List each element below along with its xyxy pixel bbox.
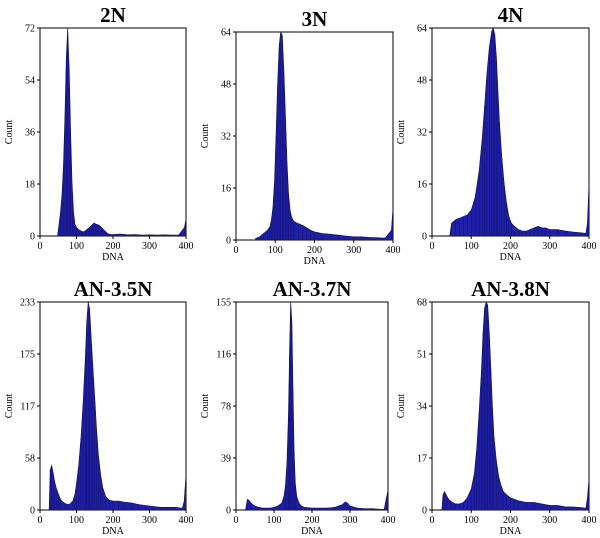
- x-axis-label: DNA: [500, 252, 522, 263]
- y-tick-label: 0: [422, 232, 427, 243]
- plot-frame: [39, 301, 187, 511]
- y-axis-label: Count: [4, 120, 15, 145]
- plot-frame: [431, 301, 590, 511]
- y-tick-label: 0: [226, 506, 231, 517]
- x-tick-label: 400: [179, 515, 194, 526]
- y-axis-label: Count: [4, 394, 15, 419]
- chart-title: AN-3.5N: [74, 277, 153, 301]
- chart-title: 3N: [302, 7, 328, 31]
- x-tick-label: 300: [542, 241, 557, 252]
- y-tick-label: 17: [417, 454, 427, 465]
- y-tick-label: 34: [417, 402, 427, 413]
- x-tick-label: 300: [142, 515, 157, 526]
- x-tick-label: 0: [430, 515, 435, 526]
- x-tick-label: 400: [381, 515, 396, 526]
- x-tick-label: 200: [503, 515, 518, 526]
- x-tick-label: 300: [346, 245, 361, 256]
- chart-panel-3: 0 16 32 48 64 0 100 200 300 400 DNA Count 4N: [396, 3, 597, 263]
- x-tick-label: 100: [464, 241, 479, 252]
- data-layer: [48, 302, 186, 510]
- data-layer: [441, 302, 589, 510]
- x-tick-label: 300: [343, 515, 358, 526]
- x-tick-label: 200: [307, 245, 322, 256]
- chart-panel-1: 0 18 36 54 72 0 100 200 300 400 DNA Count 2N: [4, 3, 194, 263]
- x-tick-label: 0: [38, 515, 43, 526]
- y-tick-label: 0: [422, 506, 427, 517]
- data-layer: [245, 302, 388, 510]
- data-layer: [57, 28, 186, 236]
- y-tick-label: 54: [25, 76, 35, 87]
- plot-frame: [235, 301, 389, 511]
- chart-panel-4: 0 58 117 175 233 0 100 200 300 400 DNA Count AN-3.5N: [4, 277, 194, 537]
- x-tick-label: 100: [69, 515, 84, 526]
- y-tick-label: 68: [417, 298, 427, 309]
- x-axis-label: DNA: [301, 526, 323, 537]
- y-axis-label: Count: [396, 120, 407, 145]
- histogram-area: [255, 32, 393, 240]
- x-tick-label: 300: [542, 515, 557, 526]
- chart-title: 2N: [100, 3, 126, 27]
- y-tick-label: 175: [20, 350, 35, 361]
- x-axis-label: DNA: [102, 526, 124, 537]
- x-tick-label: 400: [582, 515, 597, 526]
- x-axis-label: DNA: [304, 256, 326, 267]
- y-tick-label: 48: [221, 80, 231, 91]
- x-axis-label: DNA: [500, 526, 522, 537]
- y-tick-label: 32: [417, 128, 427, 139]
- y-tick-label: 116: [216, 350, 231, 361]
- y-tick-label: 48: [417, 76, 427, 87]
- chart-panel-2: 0 16 32 48 64 0 100 200 300 400 DNA Count 3N: [200, 7, 401, 267]
- y-tick-label: 64: [221, 28, 231, 39]
- y-tick-label: 51: [417, 350, 427, 361]
- chart-title: AN-3.8N: [471, 277, 550, 301]
- y-tick-label: 0: [226, 236, 231, 247]
- y-tick-label: 0: [30, 506, 35, 517]
- y-tick-label: 18: [25, 180, 35, 191]
- x-tick-label: 0: [430, 241, 435, 252]
- x-tick-label: 400: [582, 241, 597, 252]
- chart-panel-6: 0 17 34 51 68 0 100 200 300 400 DNA Count AN-3.8N: [396, 277, 597, 537]
- x-tick-label: 200: [305, 515, 320, 526]
- chart-panel-5: 0 39 78 116 155 0 100 200 300 400 DNA Count AN-3.7N: [200, 277, 396, 537]
- y-tick-label: 72: [25, 24, 35, 35]
- x-tick-label: 200: [106, 515, 121, 526]
- y-axis-label: Count: [200, 124, 211, 149]
- data-layer: [255, 32, 393, 240]
- y-tick-label: 0: [30, 232, 35, 243]
- chart-title: 4N: [498, 3, 524, 27]
- x-tick-label: 100: [267, 515, 282, 526]
- plot-frame: [235, 31, 394, 241]
- plot-frame: [431, 27, 590, 237]
- x-tick-label: 100: [464, 515, 479, 526]
- x-tick-label: 400: [179, 241, 194, 252]
- x-tick-label: 0: [38, 241, 43, 252]
- y-tick-label: 32: [221, 132, 231, 143]
- y-tick-label: 39: [221, 454, 231, 465]
- y-tick-label: 155: [216, 298, 231, 309]
- x-tick-label: 0: [234, 515, 239, 526]
- x-tick-label: 100: [268, 245, 283, 256]
- y-tick-label: 64: [417, 24, 427, 35]
- x-tick-label: 0: [234, 245, 239, 256]
- data-layer: [449, 28, 589, 236]
- y-tick-label: 78: [221, 402, 231, 413]
- y-tick-label: 117: [20, 402, 35, 413]
- x-tick-label: 200: [106, 241, 121, 252]
- y-axis-label: Count: [200, 394, 211, 419]
- y-tick-label: 233: [20, 298, 35, 309]
- x-tick-label: 300: [142, 241, 157, 252]
- x-tick-label: 200: [503, 241, 518, 252]
- y-tick-label: 16: [221, 184, 231, 195]
- chart-title: AN-3.7N: [273, 277, 352, 301]
- y-tick-label: 16: [417, 180, 427, 191]
- y-tick-label: 36: [25, 128, 35, 139]
- y-tick-label: 58: [25, 454, 35, 465]
- y-axis-label: Count: [396, 394, 407, 419]
- x-tick-label: 400: [386, 245, 401, 256]
- x-tick-label: 100: [69, 241, 84, 252]
- x-axis-label: DNA: [102, 252, 124, 263]
